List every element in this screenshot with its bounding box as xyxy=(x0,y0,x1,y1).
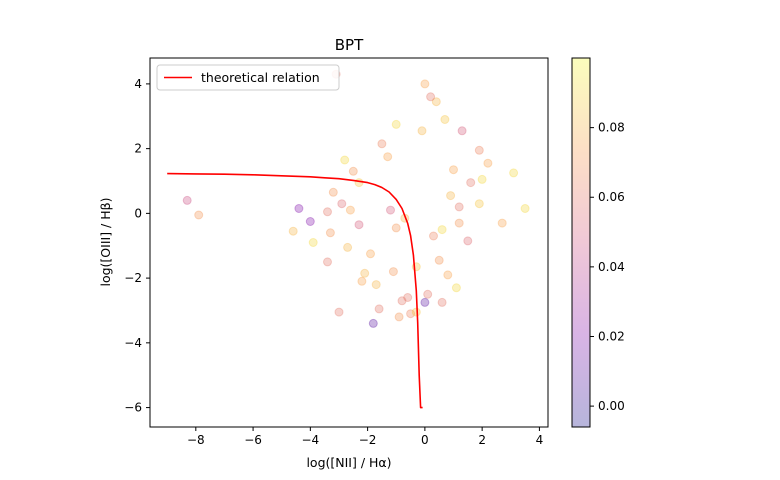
axes-background xyxy=(150,58,548,427)
scatter-point xyxy=(360,268,370,278)
scatter-point xyxy=(323,257,332,267)
colorbar-gradient xyxy=(572,58,590,427)
legend-box xyxy=(156,64,340,91)
x-tick-label: 0 xyxy=(421,433,429,447)
scatter-point xyxy=(431,97,441,107)
scatter-point xyxy=(417,126,427,136)
y-axis-ticks: −6 −4 −2 0 2 4 xyxy=(124,77,150,415)
scatter-point xyxy=(520,204,530,213)
x-tick-label: 4 xyxy=(536,433,544,447)
scatter-point xyxy=(368,318,378,328)
scatter-point xyxy=(308,238,318,247)
scatter-point xyxy=(377,139,387,149)
scatter-point xyxy=(288,226,298,236)
scatter-point xyxy=(429,231,438,241)
scatter-point xyxy=(437,297,447,307)
scatter-point xyxy=(182,195,192,205)
scatter-point xyxy=(406,309,416,319)
plot-area: −8 −6 −4 −2 0 2 4 −6 −4 −2 0 2 4 xyxy=(124,57,549,447)
scatter-point xyxy=(388,267,398,277)
scatter-point xyxy=(454,202,464,212)
scatter-points xyxy=(182,69,530,328)
theoretical-relation-curve xyxy=(167,172,423,409)
colorbar: 0.00 0.02 0.04 0.06 0.08 xyxy=(571,57,625,428)
scatter-point xyxy=(434,255,444,265)
scatter-point xyxy=(420,79,430,89)
y-tick-label: 4 xyxy=(134,77,142,91)
scatter-point xyxy=(340,155,350,165)
scatter-point xyxy=(391,223,401,233)
scatter-point xyxy=(457,126,467,136)
y-tick-label: 0 xyxy=(134,206,142,220)
scatter-point xyxy=(374,304,384,314)
scatter-point xyxy=(474,145,484,155)
legend: theoretical relation xyxy=(156,64,340,91)
colorbar-tick-label: 0.04 xyxy=(598,260,625,274)
scatter-point xyxy=(449,165,458,175)
scatter-point xyxy=(305,217,315,226)
scatter-point xyxy=(474,199,484,209)
scatter-point xyxy=(386,205,395,215)
scatter-point xyxy=(454,218,464,228)
x-axis-ticks: −8 −6 −4 −2 0 2 4 xyxy=(187,427,543,447)
y-tick-label: −4 xyxy=(124,336,142,350)
scatter-point xyxy=(354,220,364,230)
scatter-point xyxy=(325,228,335,238)
scatter-point xyxy=(497,218,507,228)
scatter-point xyxy=(451,283,461,293)
scatter-point xyxy=(357,276,367,286)
scatter-point xyxy=(391,119,401,129)
scatter-point xyxy=(354,178,364,188)
y-tick-label: −2 xyxy=(124,271,142,285)
scatter-point xyxy=(483,158,493,168)
scatter-point xyxy=(366,249,375,259)
y-tick-label: −6 xyxy=(124,401,142,415)
scatter-point xyxy=(446,191,456,201)
scatter-point xyxy=(411,307,421,317)
colorbar-tick-label: 0.00 xyxy=(598,399,625,413)
scatter-point xyxy=(328,187,338,197)
scatter-point xyxy=(194,210,204,220)
x-tick-label: 2 xyxy=(478,433,486,447)
colorbar-ticks: 0.00 0.02 0.04 0.06 0.08 xyxy=(590,121,625,413)
scatter-point xyxy=(423,289,433,299)
scatter-point xyxy=(394,312,404,322)
scatter-point xyxy=(334,307,344,317)
x-tick-label: −4 xyxy=(301,433,319,447)
y-tick-label: 2 xyxy=(134,142,142,156)
scatter-point xyxy=(343,242,353,252)
scatter-point xyxy=(437,225,447,235)
scatter-point xyxy=(440,115,450,124)
scatter-point xyxy=(397,296,407,306)
theoretical-relation-line xyxy=(167,172,423,409)
scatter-point xyxy=(420,297,430,307)
colorbar-tick-label: 0.02 xyxy=(598,329,625,343)
y-axis-label: log([OIII] / Hβ) xyxy=(98,198,113,287)
scatter-point xyxy=(337,199,347,209)
scatter-point xyxy=(294,204,304,213)
colorbar-tick-label: 0.06 xyxy=(598,190,625,204)
x-tick-label: −8 xyxy=(187,433,205,447)
colorbar-tick-label: 0.08 xyxy=(598,121,625,135)
scatter-point xyxy=(345,205,355,215)
x-tick-label: −2 xyxy=(359,433,377,447)
scatter-point xyxy=(509,168,519,178)
x-axis-label: log([NII] / Hα) xyxy=(306,455,391,470)
scatter-point xyxy=(383,152,393,162)
scatter-point xyxy=(403,293,413,302)
x-tick-label: −6 xyxy=(244,433,262,447)
scatter-point xyxy=(466,178,476,188)
chart-title: BPT xyxy=(335,36,364,54)
scatter-point xyxy=(323,207,332,217)
axes-frame xyxy=(149,57,549,428)
legend-entry-theoretical-relation: theoretical relation xyxy=(201,70,320,85)
scatter-point xyxy=(371,280,381,290)
scatter-point xyxy=(348,166,358,176)
scatter-point xyxy=(463,236,473,246)
scatter-point xyxy=(443,270,453,280)
colorbar-frame xyxy=(571,57,591,428)
scatter-point xyxy=(426,92,436,102)
scatter-point xyxy=(477,174,487,184)
